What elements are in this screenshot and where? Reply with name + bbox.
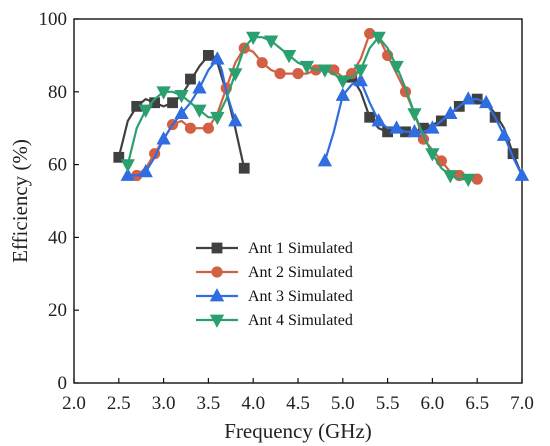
data-point xyxy=(120,159,135,173)
y-tick-label: 100 xyxy=(39,9,68,30)
data-point xyxy=(202,50,214,61)
y-tick-label: 20 xyxy=(48,300,67,321)
series-layer xyxy=(113,27,530,187)
data-point xyxy=(292,68,304,80)
data-point xyxy=(281,50,297,64)
data-point xyxy=(246,31,261,46)
series-4 xyxy=(120,31,476,187)
data-point xyxy=(299,60,315,75)
data-point xyxy=(478,94,494,109)
data-point xyxy=(496,127,512,141)
data-point xyxy=(138,104,153,118)
y-tick-label: 0 xyxy=(58,373,68,394)
legend-label: Ant 4 Simulated xyxy=(248,312,353,329)
y-axis-title: Efficiency (%) xyxy=(8,139,32,263)
data-point xyxy=(238,162,250,174)
data-point xyxy=(443,170,458,184)
legend-marker xyxy=(209,288,225,302)
data-point xyxy=(353,64,368,78)
data-point xyxy=(192,104,207,118)
series-line xyxy=(126,36,469,181)
series-3 xyxy=(120,51,530,181)
data-point xyxy=(167,97,178,109)
y-tick-label: 80 xyxy=(48,82,67,103)
data-point xyxy=(174,90,189,104)
data-point xyxy=(335,75,350,89)
legend-item: Ant 2 Simulated xyxy=(196,264,353,281)
data-point xyxy=(156,86,171,100)
data-point xyxy=(210,111,225,126)
data-point xyxy=(256,57,268,69)
legend: Ant 1 Simulated Ant 2 Simulated Ant 3 Simu… xyxy=(196,240,353,329)
x-tick-label: 6.5 xyxy=(465,393,489,414)
data-point xyxy=(407,124,422,138)
x-tick-label: 5.0 xyxy=(331,393,355,414)
x-tick-label: 3.5 xyxy=(197,393,221,414)
data-point xyxy=(120,167,135,181)
tick-labels: 2.0 2.5 3.0 3.5 4.0 4.5 5.0 5.5 6.0 6.5 7.0 0 20 40 60… xyxy=(39,9,534,414)
x-tick-label: 7.0 xyxy=(510,393,534,414)
data-point xyxy=(461,173,476,187)
data-point xyxy=(514,167,530,181)
data-point xyxy=(364,111,376,123)
data-point xyxy=(371,31,386,46)
x-tick-label: 5.5 xyxy=(376,393,400,414)
legend-label: Ant 3 Simulated xyxy=(248,288,353,305)
x-axis-title: Frequency (GHz) xyxy=(224,419,372,443)
x-tick-label: 2.5 xyxy=(107,393,131,414)
data-point xyxy=(228,68,243,82)
series-2 xyxy=(131,27,483,185)
data-point xyxy=(371,113,386,127)
data-point xyxy=(461,91,476,105)
data-point xyxy=(274,68,286,80)
data-point xyxy=(228,113,243,127)
data-point xyxy=(389,60,404,75)
x-tick-label: 4.0 xyxy=(241,393,265,414)
data-point xyxy=(263,35,279,49)
data-point xyxy=(353,73,368,87)
legend-marker xyxy=(209,314,225,328)
y-tick-label: 40 xyxy=(48,227,67,248)
data-point xyxy=(210,51,225,65)
data-point xyxy=(156,131,171,145)
data-point xyxy=(425,120,440,134)
x-tick-label: 4.5 xyxy=(286,393,310,414)
data-point xyxy=(425,148,440,162)
legend-marker xyxy=(211,266,223,278)
data-point xyxy=(192,80,207,94)
data-point xyxy=(317,64,333,78)
data-point xyxy=(184,122,197,134)
x-tick-label: 2.0 xyxy=(62,393,86,414)
data-point xyxy=(202,122,214,134)
data-point xyxy=(317,153,333,167)
data-point xyxy=(407,108,422,122)
legend-item: Ant 4 Simulated xyxy=(196,312,353,329)
legend-marker xyxy=(211,242,223,254)
legend-label: Ant 2 Simulated xyxy=(248,264,353,281)
legend-item: Ant 3 Simulated xyxy=(196,288,353,305)
y-tick-label: 60 xyxy=(48,155,67,176)
x-tick-label: 3.0 xyxy=(152,393,176,414)
data-point xyxy=(389,120,404,134)
axis-ticks xyxy=(73,18,523,384)
x-tick-label: 6.0 xyxy=(421,393,445,414)
legend-item: Ant 1 Simulated xyxy=(196,240,353,257)
data-point xyxy=(113,151,125,163)
data-point xyxy=(335,87,350,101)
data-point xyxy=(443,105,458,120)
data-point xyxy=(138,164,153,178)
data-point xyxy=(185,73,196,85)
data-point xyxy=(174,105,189,120)
legend-label: Ant 1 Simulated xyxy=(248,240,353,257)
